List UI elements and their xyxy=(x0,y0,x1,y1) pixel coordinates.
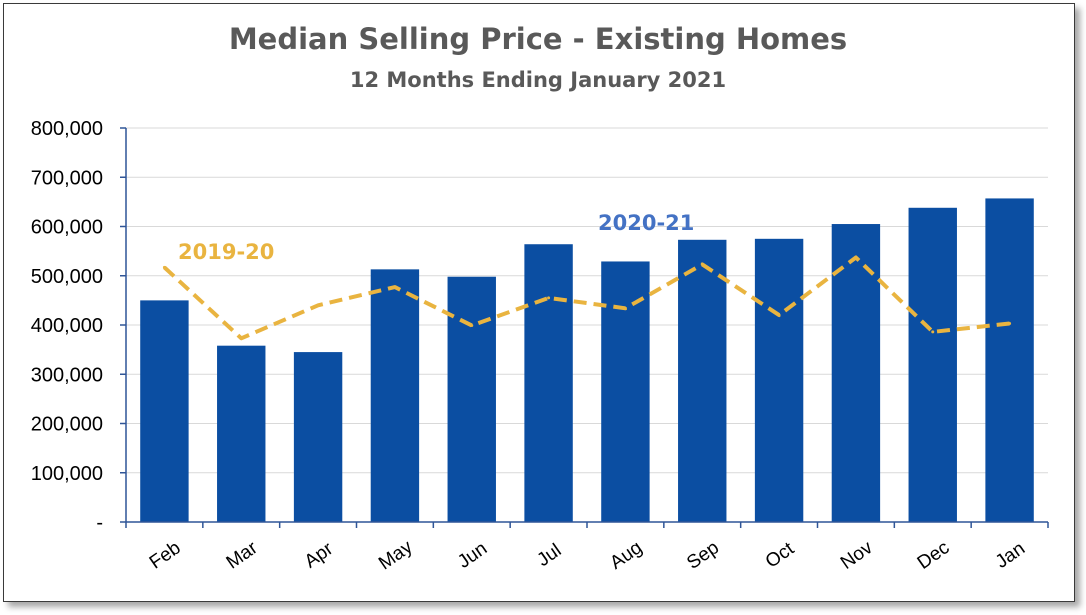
x-tick-label: Jul xyxy=(533,540,565,571)
chart-subtitle: 12 Months Ending January 2021 xyxy=(349,68,727,92)
point-2019-20-jun xyxy=(470,323,474,327)
x-tick-label: Oct xyxy=(762,538,799,573)
line-series-2019-20 xyxy=(162,255,1012,341)
x-tick-label: Feb xyxy=(146,538,185,574)
point-2019-20-apr xyxy=(316,303,320,307)
bar-dec xyxy=(908,207,957,522)
chart-title: Median Selling Price - Existing Homes xyxy=(228,22,848,56)
x-tick-label: Aug xyxy=(606,537,646,574)
y-tick-label: 100,000 xyxy=(31,463,103,485)
point-2019-20-may xyxy=(393,285,397,289)
series-label-2020-21: 2020-21 xyxy=(598,211,694,235)
gridlines xyxy=(126,127,1048,474)
x-tick-label: Jan xyxy=(992,538,1029,573)
series-line-2019-20 xyxy=(163,255,1010,341)
point-2019-20-feb xyxy=(162,265,166,269)
x-tick-label: Dec xyxy=(914,537,954,574)
y-tick-label: - xyxy=(96,512,103,534)
bar-jul xyxy=(524,244,573,523)
y-tick-labels: - 100,000 200,000 300,000 400,000 500,000 600,… xyxy=(31,118,103,534)
x-tick-label: Nov xyxy=(837,537,877,574)
y-tick-label: 300,000 xyxy=(31,364,103,386)
y-tick-label: 600,000 xyxy=(31,217,103,239)
bar-jan xyxy=(985,198,1034,523)
bar-mar xyxy=(217,345,266,522)
bar-series-2020-21 xyxy=(140,198,1034,523)
bar-apr xyxy=(293,352,343,522)
x-tick-label: Apr xyxy=(301,538,338,573)
x-tick-label: May xyxy=(375,536,417,574)
point-2019-20-aug xyxy=(623,306,627,310)
series-label-2019-20: 2019-20 xyxy=(178,240,274,264)
y-tick-label: 400,000 xyxy=(31,315,103,337)
point-2019-20-sep xyxy=(700,262,704,266)
bar-may xyxy=(370,269,420,522)
x-tick-labels: Feb Mar Apr May Jun Jul Aug Sep Oct Nov Dec Jan xyxy=(146,536,1029,574)
bar-sep xyxy=(678,239,727,523)
x-tick-label: Mar xyxy=(223,537,262,573)
point-2019-20-jul xyxy=(547,296,551,300)
x-tick-label: Jun xyxy=(454,538,491,573)
bar-feb xyxy=(140,300,189,522)
bar-aug xyxy=(601,261,650,522)
point-2019-20-mar xyxy=(239,336,243,340)
bar-jun xyxy=(447,276,496,522)
y-tick-label: 700,000 xyxy=(31,167,103,189)
x-tick-label: Sep xyxy=(683,537,723,574)
y-tick-label: 500,000 xyxy=(31,266,103,288)
point-2019-20-oct xyxy=(777,313,781,317)
point-2019-20-jan xyxy=(1008,322,1012,326)
y-tick-label: 800,000 xyxy=(31,118,103,140)
bar-oct xyxy=(754,238,804,522)
axes xyxy=(120,127,1049,528)
point-2019-20-dec xyxy=(931,330,935,334)
y-tick-label: 200,000 xyxy=(31,414,103,436)
point-2019-20-nov xyxy=(854,256,858,260)
